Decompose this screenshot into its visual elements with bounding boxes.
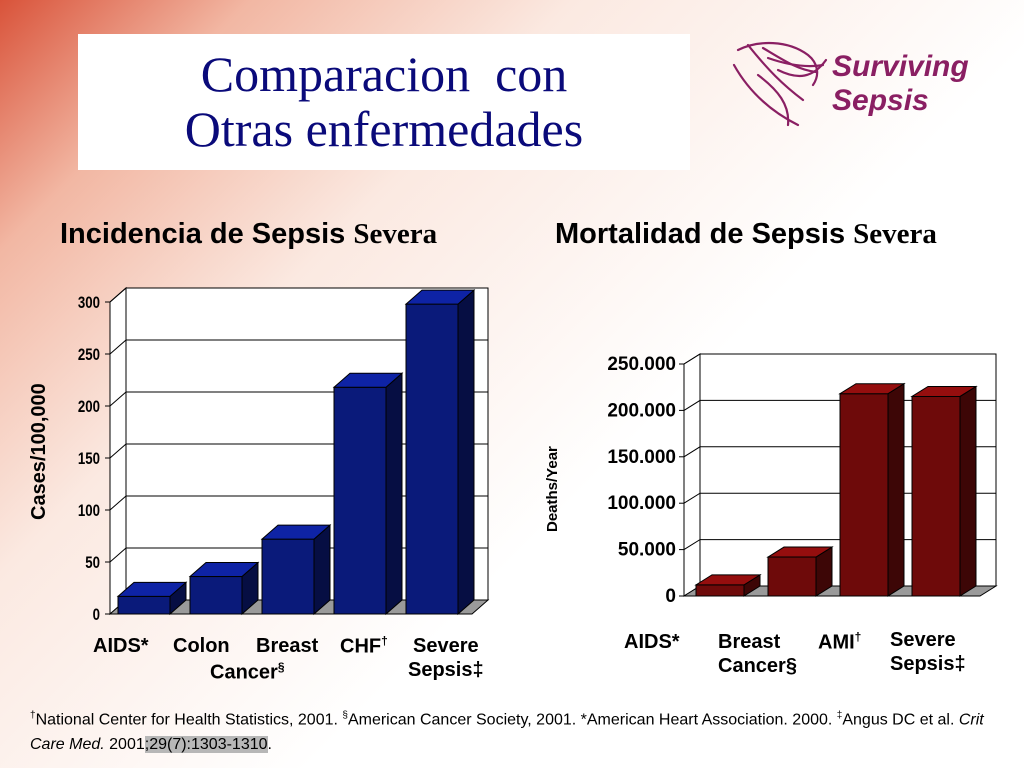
left-cat-label: Breast bbox=[256, 635, 319, 657]
left-heading-main: Incidencia de Sepsis bbox=[60, 218, 354, 250]
grid-line bbox=[109, 287, 488, 303]
y-tick-label: 100.000 bbox=[607, 493, 676, 514]
bar-top bbox=[188, 562, 260, 578]
right-cat-label: AIDS* bbox=[624, 631, 680, 653]
logo-text-sepsis: Sepsis bbox=[832, 84, 929, 117]
bar-top bbox=[260, 524, 332, 540]
y-tick-label: 50.000 bbox=[618, 540, 676, 561]
right-heading-serif: Severa bbox=[853, 218, 937, 250]
surviving-sepsis-logo-icon bbox=[732, 41, 828, 127]
bar bbox=[188, 561, 260, 616]
title-line-1: Comparacion con bbox=[200, 46, 568, 102]
left-cat-label: Colon bbox=[173, 635, 230, 657]
bar-top bbox=[404, 289, 476, 305]
bar-top bbox=[766, 546, 834, 558]
bar-side bbox=[959, 385, 977, 597]
y-tick-label: 150 bbox=[78, 450, 100, 469]
bar-front bbox=[405, 303, 459, 615]
left-cat-label: CHF† bbox=[340, 634, 388, 658]
chart-1-plot: 0 50.000 100.000 150.000 200.000 250.000 bbox=[607, 353, 998, 607]
chart-0-plot: 0 50 100 150 200 250 300 bbox=[78, 286, 490, 625]
bar-side bbox=[313, 524, 331, 616]
y-tick-label: 200 bbox=[78, 398, 100, 417]
title-box: Comparacion con Otras enfermedades bbox=[78, 34, 690, 170]
left-cat-label: Severe Sepsis‡ bbox=[408, 635, 484, 681]
bar bbox=[838, 382, 906, 597]
bar-front bbox=[695, 584, 745, 597]
y-tick-label: 0 bbox=[665, 586, 676, 607]
footnote: †National Center for Health Statistics, … bbox=[30, 710, 984, 754]
right-heading-main: Mortalidad de Sepsis bbox=[555, 218, 854, 250]
y-tick-label: 300 bbox=[78, 294, 100, 313]
y-tick-label: 200.000 bbox=[607, 400, 676, 421]
y-tick-label: 100 bbox=[78, 502, 100, 521]
bar-side bbox=[385, 372, 403, 616]
bar bbox=[910, 385, 978, 597]
right-y-axis-label: Deaths/Year bbox=[544, 446, 561, 532]
bar-front bbox=[767, 556, 817, 597]
bar-top bbox=[838, 383, 906, 395]
y-tick-label: 50 bbox=[85, 554, 100, 573]
bar bbox=[116, 581, 188, 616]
bar-top bbox=[694, 574, 762, 586]
left-cat-sublabel: Cancer§ bbox=[210, 660, 285, 684]
right-cat-label: Severe Sepsis‡ bbox=[890, 629, 966, 675]
bar-front bbox=[839, 393, 889, 597]
logo-text-surviving: Surviving bbox=[832, 50, 969, 83]
y-tick-label: 150.000 bbox=[607, 447, 676, 468]
bar-top bbox=[910, 385, 978, 397]
bar bbox=[404, 288, 476, 616]
bar-top bbox=[116, 581, 188, 597]
right-chart-heading: Mortalidad de Sepsis Severa bbox=[555, 218, 937, 251]
left-chart-heading: Incidencia de Sepsis Severa bbox=[60, 218, 437, 251]
plot-side-wall bbox=[683, 353, 701, 597]
bar bbox=[694, 573, 762, 597]
y-tick-label: 250.000 bbox=[607, 354, 676, 375]
y-tick-label: 0 bbox=[93, 606, 100, 625]
bar bbox=[332, 372, 404, 616]
y-tick-label: 250 bbox=[78, 346, 100, 365]
right-cat-label: AMI† bbox=[818, 630, 862, 654]
bar bbox=[766, 546, 834, 597]
left-cat-label: AIDS* bbox=[93, 635, 149, 657]
grid-line bbox=[109, 339, 488, 355]
bar-front bbox=[911, 395, 961, 597]
right-cat-label: Breast Cancer§ bbox=[718, 631, 797, 677]
left-y-axis-label: Cases/100,000 bbox=[28, 383, 50, 520]
grid-line bbox=[683, 353, 996, 365]
bar-side bbox=[887, 382, 905, 597]
bar-front bbox=[117, 595, 171, 615]
bar-front bbox=[261, 538, 315, 615]
bar-top bbox=[332, 372, 404, 388]
bar-front bbox=[189, 576, 243, 615]
citation-reference: ;29(7):1303-1310 bbox=[144, 736, 268, 754]
bar-front bbox=[333, 386, 387, 615]
bar-side bbox=[457, 288, 475, 616]
bar bbox=[260, 524, 332, 616]
title-line-2: Otras enfermedades bbox=[184, 101, 584, 157]
left-heading-serif: Severa bbox=[353, 218, 438, 250]
